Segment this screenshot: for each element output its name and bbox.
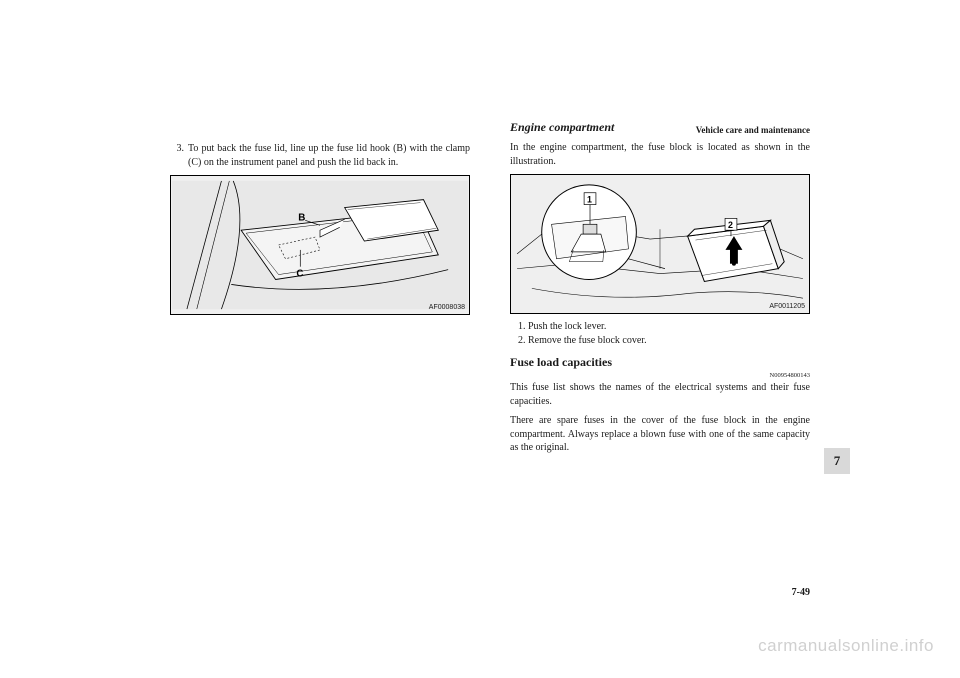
right-column: Engine compartment In the engine compart… (510, 120, 810, 461)
page-number: 7-49 (792, 587, 810, 598)
svg-text:C: C (296, 269, 303, 280)
svg-text:B: B (298, 212, 305, 223)
svg-text:1: 1 (587, 195, 592, 205)
caption-2: 2. Remove the fuse block cover. (518, 334, 810, 348)
fuse-lid-illustration: B C (171, 176, 469, 314)
two-column-layout: 3. To put back the fuse lid, line up the… (170, 120, 810, 461)
caption-1: 1. Push the lock lever. (518, 320, 810, 334)
chapter-tab: 7 (824, 448, 850, 474)
figure-code: AF0008038 (429, 304, 465, 311)
svg-text:2: 2 (728, 220, 733, 230)
fuse-para-1: This fuse list shows the names of the el… (510, 381, 810, 408)
watermark: carmanualsonline.info (758, 636, 934, 656)
figure-engine-compartment: 1 2 AF0011205 (510, 174, 810, 314)
engine-compartment-illustration: 1 2 (511, 175, 809, 313)
figure-fuse-lid: B C AF0008038 (170, 175, 470, 315)
figure-code: AF0011205 (769, 303, 805, 310)
section-header: Vehicle care and maintenance (696, 125, 810, 135)
step-3: 3. To put back the fuse lid, line up the… (170, 142, 470, 169)
step-text: To put back the fuse lid, line up the fu… (188, 142, 470, 169)
fuse-para-2: There are spare fuses in the cover of th… (510, 414, 810, 455)
left-column: 3. To put back the fuse lid, line up the… (170, 120, 470, 461)
reference-number: N00954800143 (510, 372, 810, 379)
figure-caption-list: 1. Push the lock lever. 2. Remove the fu… (518, 320, 810, 347)
step-number: 3. (170, 142, 184, 169)
intro-text: In the engine compartment, the fuse bloc… (510, 141, 810, 168)
heading-fuse-load: Fuse load capacities (510, 355, 810, 370)
